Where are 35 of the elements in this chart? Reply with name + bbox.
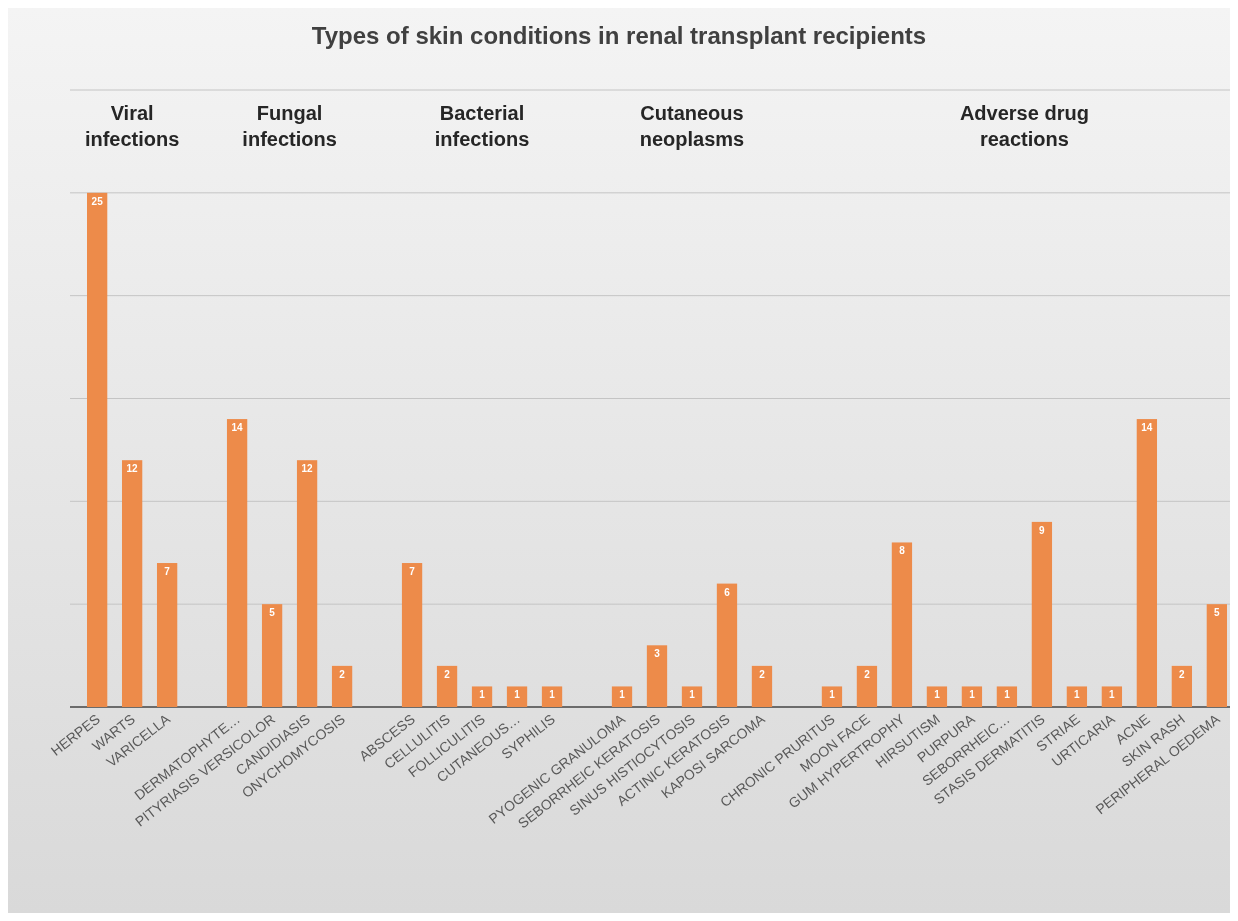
annotation: Fungal infections: [242, 102, 337, 150]
annotation: Bacterial infections: [434, 102, 530, 150]
data-label: 1: [934, 689, 941, 701]
data-label: 5: [1214, 607, 1221, 619]
data-label: 1: [1109, 689, 1116, 701]
data-label: 1: [549, 689, 556, 701]
annotation: Viral infections: [84, 102, 180, 150]
data-label: 12: [126, 463, 139, 475]
data-label: 2: [1179, 668, 1186, 680]
annotation: Cutaneous neoplasms: [639, 102, 745, 150]
data-label: 14: [231, 422, 244, 434]
data-label: 2: [864, 668, 871, 680]
data-label: 3: [654, 648, 661, 660]
data-label: 6: [724, 586, 731, 598]
data-label: 14: [1141, 422, 1153, 434]
data-label: 7: [409, 566, 416, 578]
chart-title: Types of skin conditions in renal transplant recipients: [311, 22, 927, 49]
data-label: 1: [479, 689, 486, 701]
annotation: Adverse drug reactions: [959, 102, 1089, 150]
data-label: 25: [91, 195, 104, 207]
data-label: 1: [689, 689, 696, 701]
data-label: 1: [969, 689, 976, 701]
data-label: 9: [1039, 524, 1046, 536]
data-label: 7: [164, 566, 171, 578]
data-label: 2: [444, 668, 451, 680]
data-label: 8: [899, 545, 906, 557]
data-label: 1: [829, 689, 836, 701]
data-label: 1: [619, 689, 626, 701]
data-label: 5: [269, 607, 276, 619]
data-label: 1: [514, 689, 521, 701]
data-label: 12: [301, 463, 314, 475]
data-label: 1: [1004, 689, 1011, 701]
data-label: 1: [1074, 689, 1081, 701]
data-label: 2: [339, 668, 346, 680]
data-label: 2: [759, 668, 766, 680]
